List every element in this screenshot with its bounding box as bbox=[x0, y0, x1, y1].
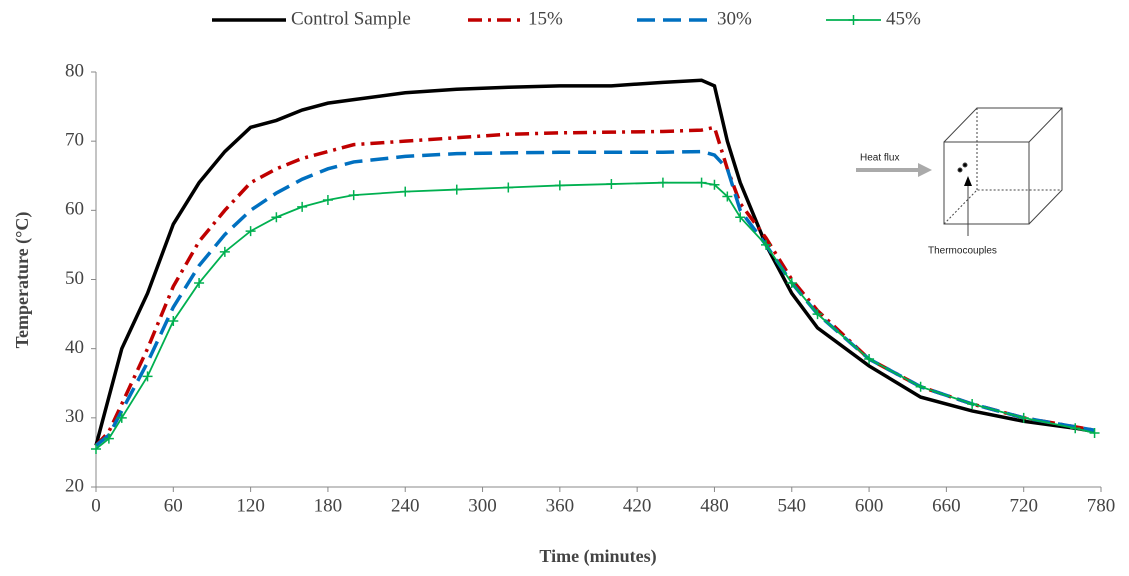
x-tick-label: 240 bbox=[391, 495, 420, 516]
point-marker bbox=[271, 212, 282, 223]
x-tick-label: 120 bbox=[236, 495, 265, 516]
annotation: Heat flux bbox=[860, 153, 899, 164]
y-tick-label: 80 bbox=[65, 60, 84, 81]
point-marker bbox=[1070, 423, 1081, 434]
y-tick-label: 60 bbox=[65, 199, 84, 220]
point-marker bbox=[103, 433, 114, 444]
inset-diagram bbox=[856, 107, 1063, 236]
point-marker bbox=[245, 226, 256, 237]
point-marker bbox=[194, 277, 205, 288]
point-marker bbox=[709, 179, 720, 190]
point-marker bbox=[812, 309, 823, 320]
point-marker bbox=[168, 316, 179, 326]
x-tick-label: 360 bbox=[546, 495, 575, 516]
point-marker bbox=[735, 212, 746, 223]
point-marker bbox=[348, 190, 359, 201]
y-tick-label: 70 bbox=[65, 130, 84, 151]
legend-label: 45% bbox=[886, 8, 921, 29]
point-marker bbox=[915, 381, 926, 392]
legend-label: 15% bbox=[528, 8, 563, 29]
x-tick-label: 540 bbox=[778, 495, 807, 516]
point-marker bbox=[219, 246, 230, 257]
point-marker bbox=[554, 180, 565, 191]
point-marker bbox=[142, 371, 153, 382]
point-marker bbox=[1089, 428, 1100, 439]
point-marker bbox=[451, 184, 462, 195]
point-marker bbox=[786, 277, 797, 288]
x-tick-label: 660 bbox=[932, 495, 961, 516]
x-tick-label: 180 bbox=[314, 495, 343, 516]
point-marker bbox=[297, 201, 308, 212]
annotation: Thermocouples bbox=[928, 246, 997, 257]
y-tick-label: 40 bbox=[65, 337, 84, 358]
point-marker bbox=[322, 194, 333, 205]
point-marker bbox=[116, 412, 127, 423]
x-tick-label: 600 bbox=[855, 495, 884, 516]
point-marker bbox=[696, 177, 707, 188]
legend-label: Control Sample bbox=[291, 8, 411, 29]
legend-marker bbox=[848, 15, 859, 25]
legend-label: 30% bbox=[717, 8, 752, 29]
series-line bbox=[94, 149, 1095, 447]
point-marker bbox=[967, 399, 978, 409]
point-marker bbox=[761, 239, 771, 250]
point-marker bbox=[400, 186, 411, 197]
point-marker bbox=[606, 179, 617, 190]
point-marker bbox=[91, 443, 101, 454]
x-tick-label: 420 bbox=[623, 495, 652, 516]
x-tick-label: 480 bbox=[700, 495, 729, 516]
y-tick-label: 20 bbox=[65, 475, 84, 496]
series-line bbox=[94, 125, 1095, 447]
point-marker bbox=[657, 177, 668, 188]
point-marker bbox=[864, 354, 875, 365]
x-tick-label: 720 bbox=[1009, 495, 1038, 516]
series-line bbox=[94, 78, 1095, 446]
y-tick-label: 50 bbox=[65, 268, 84, 289]
point-marker bbox=[722, 191, 733, 202]
point-marker bbox=[503, 182, 514, 193]
y-tick-label: 30 bbox=[65, 406, 84, 427]
x-tick-label: 780 bbox=[1087, 495, 1116, 516]
x-tick-label: 60 bbox=[164, 495, 183, 516]
x-tick-label: 300 bbox=[468, 495, 497, 516]
point-marker bbox=[1018, 412, 1029, 423]
y-axis-title: Temperature (°C) bbox=[12, 212, 33, 349]
x-tick-label: 0 bbox=[91, 495, 101, 516]
x-axis-title: Time (minutes) bbox=[539, 546, 656, 567]
